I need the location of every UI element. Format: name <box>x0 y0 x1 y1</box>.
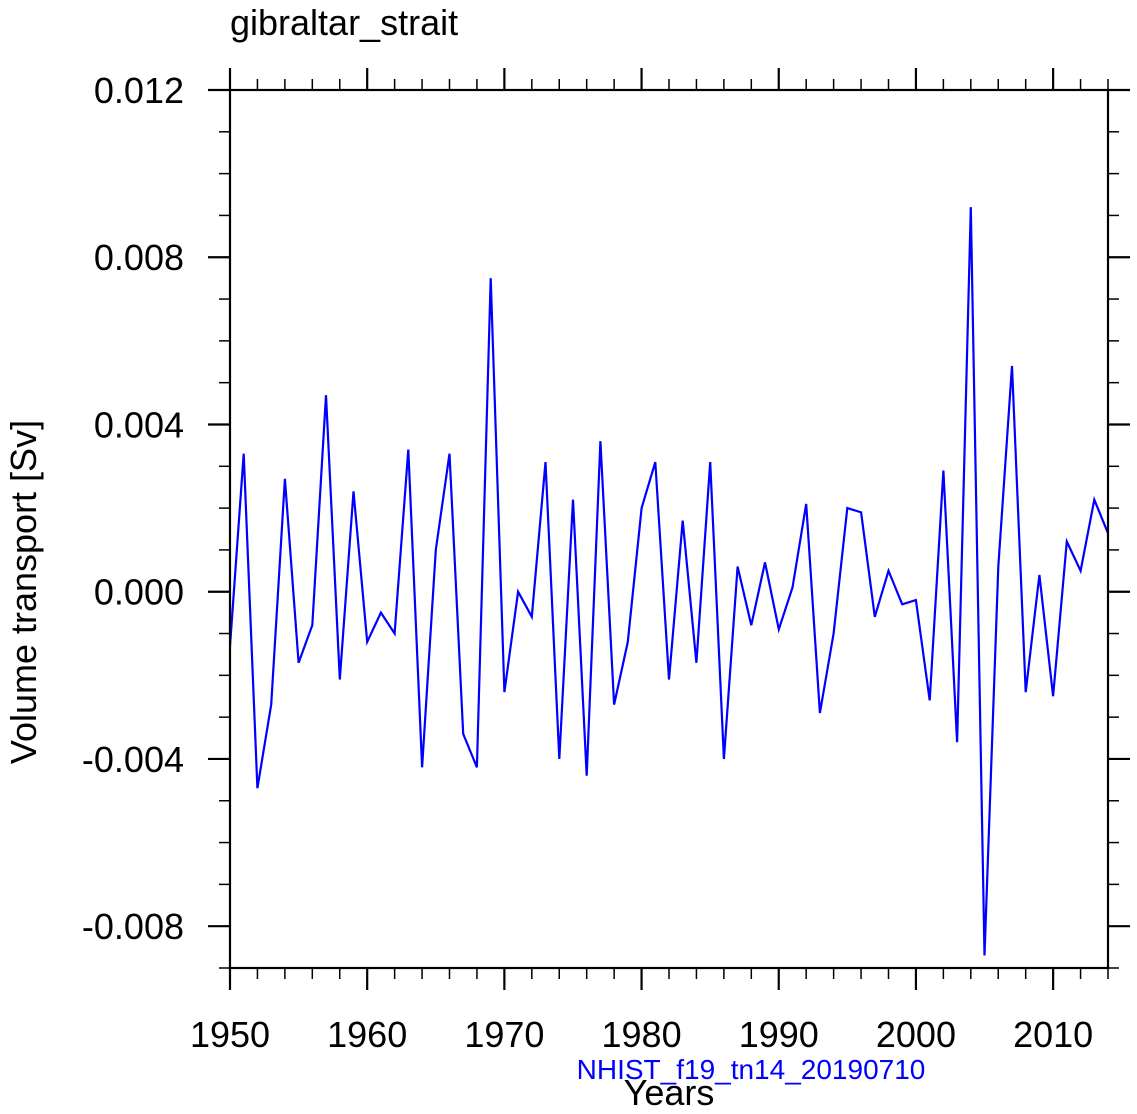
x-tick-label: 2010 <box>1013 1014 1093 1055</box>
x-tick-label: 1960 <box>327 1014 407 1055</box>
x-tick-label: 1950 <box>190 1014 270 1055</box>
x-tick-label: 1970 <box>464 1014 544 1055</box>
y-axis-label: Volume transport [Sv] <box>3 419 44 765</box>
y-tick-label: 0.000 <box>94 572 184 613</box>
x-tick-label: 1990 <box>739 1014 819 1055</box>
x-tick-label: 1980 <box>602 1014 682 1055</box>
plot-frame <box>228 88 1110 970</box>
data-line-series <box>228 207 1110 956</box>
y-tick-label: 0.008 <box>94 237 184 278</box>
x-axis-label: Years <box>623 1072 715 1113</box>
axis-tick-labels: 1950 1960 1970 1980 1990 2000 2010 0.012 0.008 0.… <box>82 70 1093 1055</box>
run-caption: NHIST_f19_tn14_20190710 <box>576 1054 926 1085</box>
y-tick-label: -0.004 <box>82 739 184 780</box>
x-tick-label: 2000 <box>876 1014 956 1055</box>
y-tick-label: 0.012 <box>94 70 184 111</box>
y-tick-label: 0.004 <box>94 404 184 445</box>
chart-title: gibraltar_strait <box>230 2 459 43</box>
axis-ticks <box>208 68 1130 990</box>
y-tick-label: -0.008 <box>82 906 184 947</box>
